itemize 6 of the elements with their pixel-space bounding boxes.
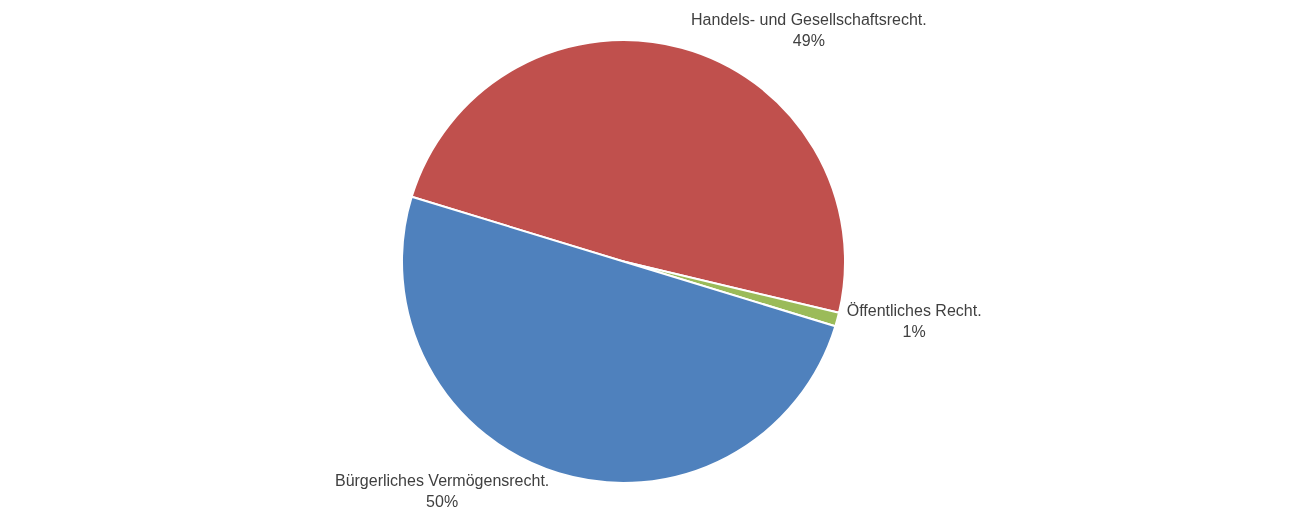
slice-label: Bürgerliches Vermögensrecht. [334, 471, 550, 489]
data-label: 49% [792, 32, 825, 50]
slice-label: Öffentliches Recht. [846, 301, 982, 319]
data-label: 50% [426, 492, 459, 510]
slice-label: Handels- und Gesellschaftsrecht. [691, 11, 927, 29]
data-label: 1% [902, 322, 926, 340]
